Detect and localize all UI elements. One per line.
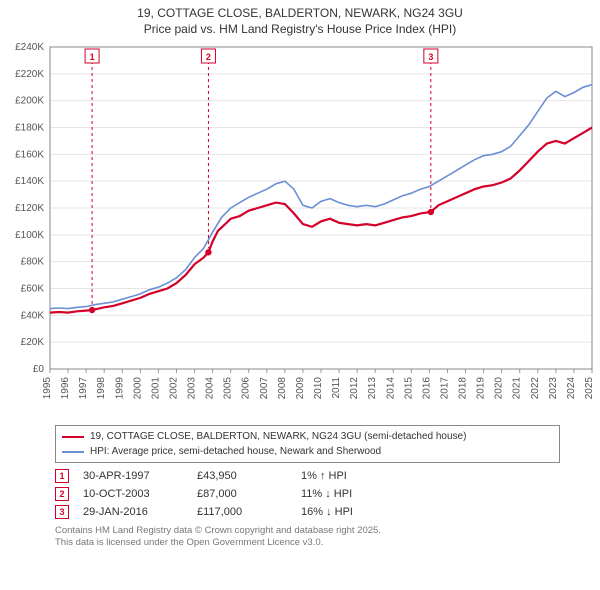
marker-flag-num: 1 (90, 52, 95, 62)
marker-date: 10-OCT-2003 (83, 488, 183, 500)
legend-row-1: 19, COTTAGE CLOSE, BALDERTON, NEWARK, NG… (62, 429, 553, 444)
x-tick-label: 2020 (494, 377, 505, 400)
x-tick-label: 2003 (187, 377, 198, 400)
x-tick-label: 2010 (313, 377, 324, 400)
footnote-line-2: This data is licensed under the Open Gov… (55, 537, 560, 549)
x-tick-label: 2014 (385, 377, 396, 400)
x-tick-label: 2001 (150, 377, 161, 400)
x-tick-label: 1998 (96, 377, 107, 400)
x-tick-label: 2007 (259, 377, 270, 400)
legend-swatch-1 (62, 436, 84, 438)
y-tick-label: £120K (15, 203, 44, 214)
legend-label-1: 19, COTTAGE CLOSE, BALDERTON, NEWARK, NG… (90, 429, 466, 444)
x-tick-label: 2008 (277, 377, 288, 400)
marker-date: 29-JAN-2016 (83, 506, 183, 518)
marker-price: £117,000 (197, 506, 287, 518)
marker-badge: 1 (55, 469, 69, 483)
marker-dot (89, 307, 95, 313)
marker-row: 1 30-APR-1997 £43,950 1% ↑ HPI (55, 467, 560, 485)
x-tick-label: 2025 (584, 377, 595, 400)
y-tick-label: £100K (15, 230, 44, 241)
y-tick-label: £80K (21, 257, 45, 268)
x-tick-label: 2000 (132, 377, 143, 400)
legend-swatch-2 (62, 451, 84, 453)
footnote-line-1: Contains HM Land Registry data © Crown c… (55, 525, 560, 537)
marker-dot (205, 249, 211, 255)
marker-badge: 3 (55, 505, 69, 519)
x-tick-label: 1997 (78, 377, 89, 400)
y-tick-label: £220K (15, 69, 44, 80)
series-price_paid (50, 128, 592, 313)
x-tick-label: 2012 (349, 377, 360, 400)
y-tick-label: £60K (21, 284, 45, 295)
marker-table: 1 30-APR-1997 £43,950 1% ↑ HPI 2 10-OCT-2003 £… (55, 467, 560, 521)
y-tick-label: £40K (21, 311, 45, 322)
chart-area: £0 £20K £40K £60K £80K £100K £120K £140K £160K £1… (0, 39, 600, 419)
title-line-2: Price paid vs. HM Land Registry's House … (10, 22, 590, 38)
x-tick-label: 2023 (548, 377, 559, 400)
x-tick-label: 2018 (458, 377, 469, 400)
marker-flag-num: 2 (206, 52, 211, 62)
x-tick-label: 2006 (241, 377, 252, 400)
marker-row: 3 29-JAN-2016 £117,000 16% ↓ HPI (55, 503, 560, 521)
x-tick-label: 2019 (476, 377, 487, 400)
x-tick-label: 2011 (331, 377, 342, 399)
marker-delta: 11% ↓ HPI (301, 488, 411, 500)
x-tick-label: 2022 (530, 377, 541, 400)
y-tick-label: £180K (15, 123, 44, 134)
y-tick-label: £240K (15, 42, 44, 53)
legend-label-2: HPI: Average price, semi-detached house,… (90, 444, 381, 459)
marker-row: 2 10-OCT-2003 £87,000 11% ↓ HPI (55, 485, 560, 503)
marker-flag-num: 3 (428, 52, 433, 62)
x-tick-label: 2024 (566, 377, 577, 400)
footnote: Contains HM Land Registry data © Crown c… (55, 525, 560, 549)
series-hpi (50, 85, 592, 309)
y-tick-label: £0 (33, 364, 45, 375)
y-tick-label: £20K (21, 337, 45, 348)
marker-date: 30-APR-1997 (83, 470, 183, 482)
x-tick-label: 1995 (42, 377, 53, 400)
chart-svg: £0 £20K £40K £60K £80K £100K £120K £140K £160K £1… (0, 39, 600, 419)
x-tick-label: 2017 (439, 377, 450, 400)
x-tick-label: 1999 (114, 377, 125, 400)
marker-delta: 16% ↓ HPI (301, 506, 411, 518)
marker-price: £87,000 (197, 488, 287, 500)
x-tick-label: 2009 (295, 377, 306, 400)
x-tick-label: 2016 (421, 377, 432, 400)
x-tick-label: 2002 (168, 377, 179, 400)
x-tick-label: 2013 (367, 377, 378, 400)
x-tick-label: 1996 (60, 377, 71, 400)
x-tick-label: 2021 (512, 377, 523, 400)
legend-row-2: HPI: Average price, semi-detached house,… (62, 444, 553, 459)
chart-title-block: 19, COTTAGE CLOSE, BALDERTON, NEWARK, NG… (0, 0, 600, 39)
title-line-1: 19, COTTAGE CLOSE, BALDERTON, NEWARK, NG… (10, 6, 590, 22)
x-tick-label: 2015 (403, 377, 414, 400)
marker-dot (428, 209, 434, 215)
y-tick-label: £200K (15, 96, 44, 107)
legend: 19, COTTAGE CLOSE, BALDERTON, NEWARK, NG… (55, 425, 560, 463)
y-tick-label: £160K (15, 150, 44, 161)
marker-delta: 1% ↑ HPI (301, 470, 411, 482)
y-tick-label: £140K (15, 176, 44, 187)
marker-price: £43,950 (197, 470, 287, 482)
x-tick-label: 2004 (205, 377, 216, 400)
marker-badge: 2 (55, 487, 69, 501)
x-tick-label: 2005 (223, 377, 234, 400)
